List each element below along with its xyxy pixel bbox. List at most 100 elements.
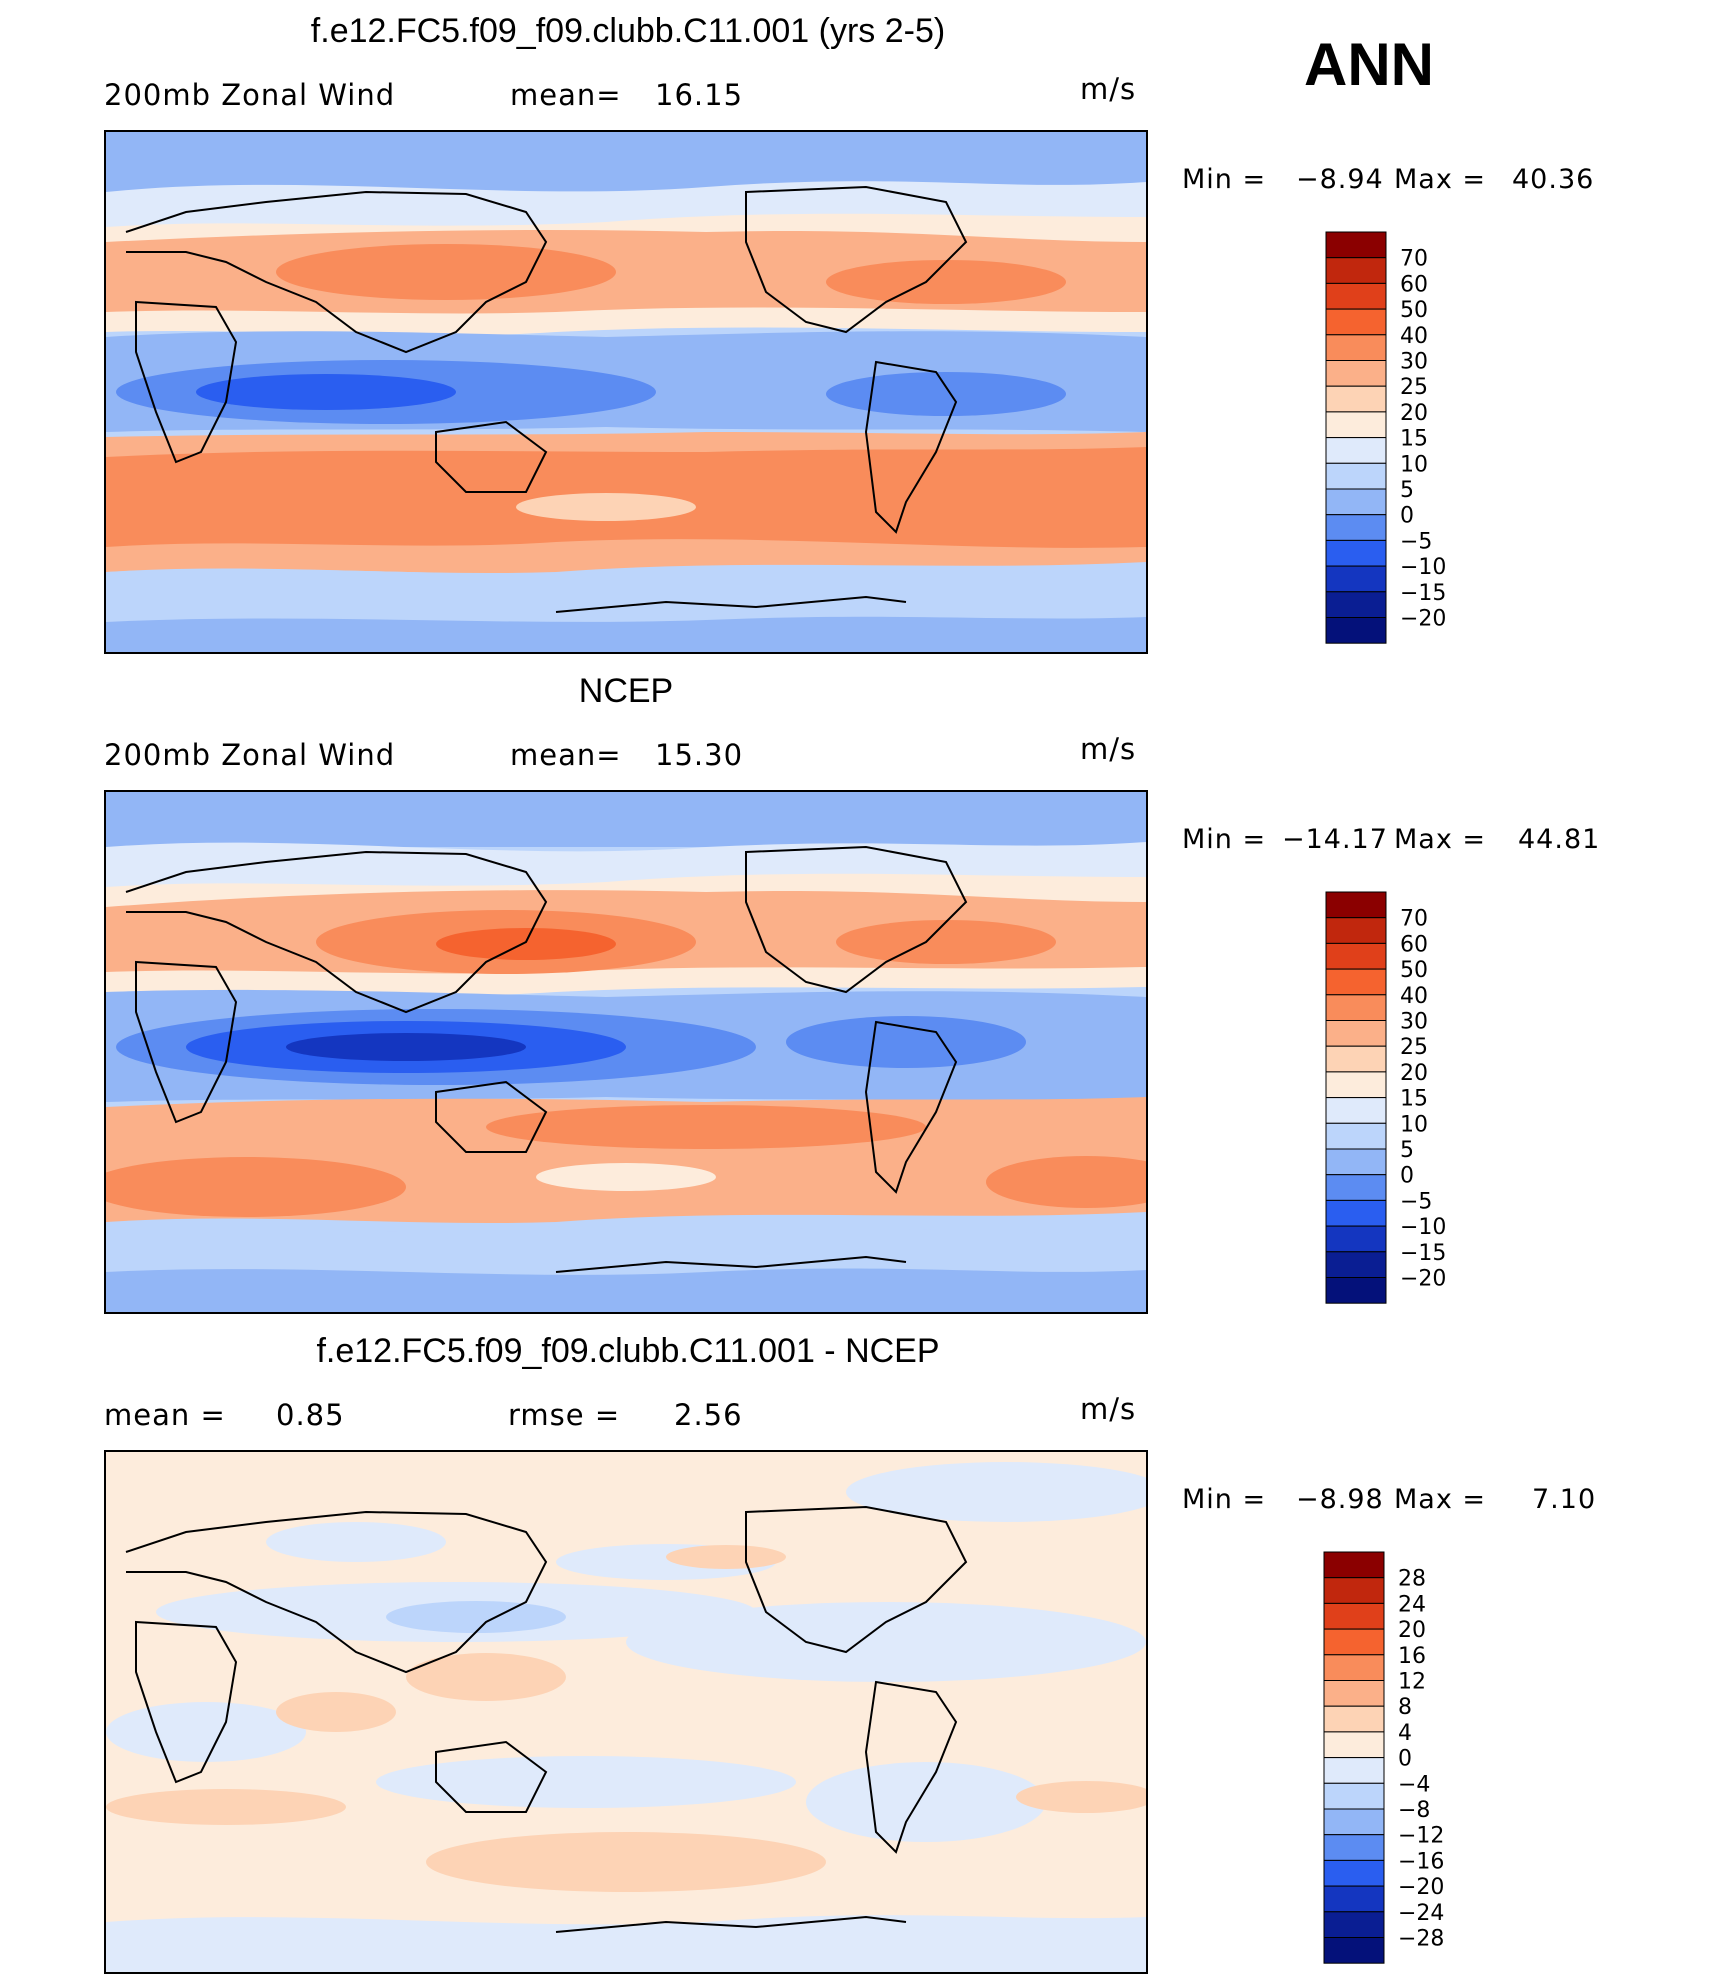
- panel2-samerica-outline: [864, 1020, 958, 1194]
- panel2-africa-outline: [135, 960, 238, 1124]
- panel3-diff-pos2: [406, 1653, 566, 1701]
- colorbar-level-label: −4: [1398, 1772, 1430, 1797]
- colorbar-swatch: [1323, 1757, 1385, 1784]
- colorbar-level-label: 40: [1400, 984, 1428, 1009]
- colorbar-swatch: [1325, 1225, 1387, 1253]
- colorbar-swatch: [1325, 539, 1387, 567]
- colorbar-swatch: [1323, 1628, 1385, 1656]
- panel2-tropics-core2: [786, 1016, 1026, 1068]
- panel3-diff-neg7: [106, 1702, 306, 1762]
- panel3-africa-outline: [135, 1620, 238, 1784]
- panel3-diff-neg9: [806, 1762, 1046, 1842]
- colorbar-level-label: 0: [1400, 1164, 1414, 1189]
- panel1-coastlines: [125, 185, 968, 613]
- colorbar-level-label: −20: [1398, 1875, 1444, 1900]
- colorbar-level-label: −5: [1400, 1189, 1432, 1214]
- colorbar-level-label: 8: [1398, 1695, 1412, 1720]
- panel3-mean-value: 0.85: [276, 1398, 345, 1432]
- panel3-eurasia-outline: [125, 1510, 548, 1674]
- colorbar-level-label: −10: [1400, 1215, 1446, 1240]
- panel3-max-label: Max =: [1394, 1484, 1487, 1515]
- panel2-field-label: 200mb Zonal Wind: [104, 738, 396, 772]
- colorbar-level-label: 20: [1398, 1618, 1426, 1643]
- panel2-subpolar-band: [106, 842, 1146, 896]
- panel2-antarctica-outline: [555, 1255, 907, 1273]
- panel1-njet-core2: [826, 260, 1066, 304]
- panel2-coastlines: [125, 845, 968, 1273]
- panel3-diff-neg1: [846, 1462, 1146, 1522]
- panel1-min-value: −8.94: [1296, 164, 1384, 195]
- panel3-map: [104, 1450, 1148, 1974]
- panel1-tropics-core2: [826, 372, 1066, 416]
- panel2-map-svg: [106, 792, 1146, 1312]
- colorbar-level-label: 28: [1398, 1567, 1426, 1592]
- panel2-namerica-outline: [745, 845, 968, 994]
- panel3-australia-outline: [435, 1740, 548, 1813]
- panel2-mean-value: 15.30: [655, 738, 744, 772]
- panel3-colorbar: 28 24 20 16 12 8 4 0 −4 −8 −12 −16 −20 −24 −28: [1323, 1551, 1484, 1968]
- colorbar-swatch: [1325, 462, 1387, 490]
- colorbar-swatch: [1323, 1834, 1385, 1861]
- colorbar-level-label: 5: [1400, 478, 1414, 503]
- colorbar-level-label: 0: [1398, 1747, 1412, 1772]
- panel3-diff-neg2: [266, 1522, 446, 1562]
- panel3-diff-pos1: [666, 1545, 786, 1569]
- colorbar-swatch: [1325, 1148, 1387, 1176]
- colorbar-level-label: −10: [1400, 555, 1446, 580]
- colorbar-level-label: 50: [1400, 298, 1428, 323]
- colorbar-level-label: 10: [1400, 452, 1428, 477]
- panel3-namerica-outline: [745, 1505, 968, 1654]
- colorbar-swatch: [1325, 308, 1387, 336]
- colorbar-swatch: [1325, 617, 1387, 644]
- colorbar-swatch: [1323, 1808, 1385, 1836]
- panel3-mean-label: mean =: [104, 1398, 226, 1432]
- colorbar-swatch: [1325, 334, 1387, 362]
- panel2-njet-core-inner: [436, 928, 616, 960]
- colorbar-swatch: [1325, 411, 1387, 439]
- colorbar-swatch: [1325, 257, 1387, 284]
- panel1-njet-core: [276, 244, 616, 300]
- colorbar-level-label: 25: [1400, 375, 1428, 400]
- panel1-samerica-outline: [864, 360, 958, 534]
- colorbar-swatch: [1325, 360, 1387, 387]
- panel2-title: NCEP: [578, 672, 674, 710]
- colorbar-swatch: [1325, 385, 1387, 413]
- colorbar-level-label: 40: [1400, 324, 1428, 349]
- colorbar-level-label: −8: [1398, 1798, 1430, 1823]
- panel2-njet-core2: [836, 920, 1056, 964]
- colorbar-swatch: [1325, 1174, 1387, 1201]
- colorbar-swatch: [1325, 565, 1387, 593]
- panel1-mean-label: mean=: [510, 78, 622, 112]
- colorbar-level-label: 70: [1400, 247, 1428, 272]
- colorbar-level-label: 4: [1398, 1721, 1412, 1746]
- colorbar-level-label: 0: [1400, 504, 1414, 529]
- colorbar-level-label: −5: [1400, 529, 1432, 554]
- season-label: ANN: [1304, 31, 1434, 98]
- colorbar-level-label: 70: [1400, 907, 1428, 932]
- panel2-tropics-core-inner: [286, 1033, 526, 1061]
- panel1-map-svg: [106, 132, 1146, 652]
- panel1-field-label: 200mb Zonal Wind: [104, 78, 396, 112]
- colorbar-swatch: [1323, 1885, 1385, 1913]
- colorbar-level-label: 15: [1400, 427, 1428, 452]
- panel1-min-label: Min =: [1182, 164, 1267, 195]
- panel3-antarctica-outline: [555, 1915, 907, 1933]
- panel3-rmse-label: rmse =: [508, 1398, 621, 1432]
- panel1-title: f.e12.FC5.f09_f09.clubb.C11.001 (yrs 2-5…: [310, 12, 946, 50]
- panel1-map: [104, 130, 1148, 654]
- colorbar-level-label: −28: [1398, 1927, 1444, 1952]
- panel2-colorbar: 70 60 50 40 30 25 20 15 10 5 0 −5 −10 −15 −20: [1325, 891, 1486, 1308]
- colorbar-level-label: 15: [1400, 1087, 1428, 1112]
- colorbar-swatch: [1325, 514, 1387, 541]
- panel2-sjet-notch: [536, 1163, 716, 1191]
- colorbar-swatch: [1323, 1731, 1385, 1759]
- panel3-min-value: −8.98: [1296, 1484, 1384, 1515]
- panel3-diff-pos3: [276, 1692, 396, 1732]
- colorbar-swatch: [1323, 1705, 1385, 1733]
- panel2-arctic-band: [106, 792, 1146, 847]
- panel1-eurasia-outline: [125, 190, 548, 354]
- colorbar-swatch: [1323, 1782, 1385, 1810]
- panel1-namerica-outline: [745, 185, 968, 334]
- colorbar-swatch: [1325, 437, 1387, 464]
